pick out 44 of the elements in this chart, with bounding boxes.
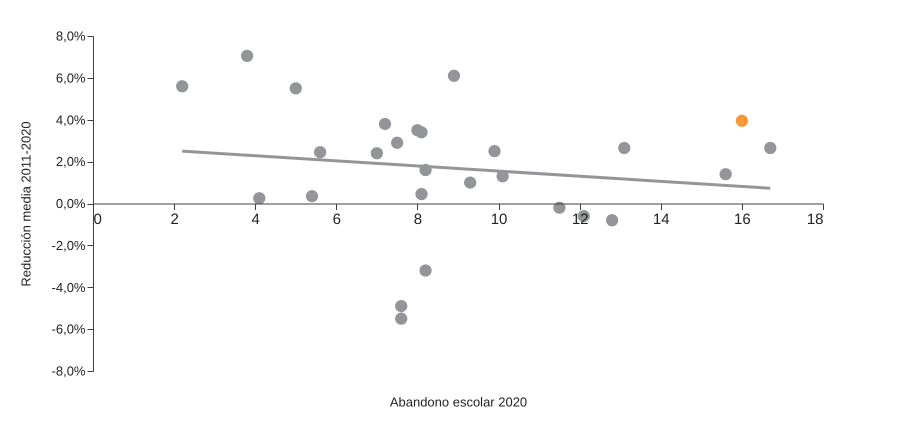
point — [419, 264, 432, 277]
x-tick-label: 14 — [652, 211, 670, 228]
y-tick-label: -8,0% — [52, 364, 86, 378]
x-tick-label: 12 — [572, 211, 589, 228]
point — [606, 214, 618, 226]
point — [391, 136, 404, 149]
point — [720, 168, 732, 180]
point — [306, 190, 318, 202]
y-tick-label: 8,0% — [56, 28, 86, 44]
y-tick-label: 0,0% — [56, 196, 86, 211]
y-tick-label: 2,0% — [56, 154, 86, 170]
y-tick-label: -6,0% — [52, 322, 86, 337]
x-tick-label: 6 — [332, 211, 342, 228]
x-tick-label: 10 — [490, 211, 508, 228]
x-tick-label: 0 — [94, 211, 102, 228]
x-tick-label: 8 — [414, 211, 422, 228]
point — [290, 82, 302, 94]
point — [176, 80, 188, 92]
point — [415, 126, 428, 138]
point — [415, 188, 428, 200]
y-tick-label: -2,0% — [52, 238, 86, 253]
y-tick-label: -4,0% — [52, 280, 86, 295]
point — [618, 142, 630, 154]
point — [314, 146, 326, 158]
x-tick-label: 4 — [252, 211, 260, 228]
point — [395, 300, 408, 312]
point — [764, 142, 776, 154]
point — [253, 192, 266, 204]
point — [448, 70, 460, 82]
point — [464, 176, 476, 189]
y-tick-label: 6,0% — [56, 70, 86, 86]
point — [378, 118, 392, 130]
point — [240, 50, 254, 62]
y-tick-label: 4,0% — [56, 112, 86, 128]
point — [395, 312, 408, 325]
x-tick-label: 16 — [734, 211, 751, 228]
x-axis-title: Abandono escolar 2020 — [390, 394, 528, 410]
y-axis-title: Reducción media 2011-2020 — [18, 121, 34, 287]
x-tick-label: 2 — [170, 211, 179, 228]
point — [370, 147, 384, 160]
x-tick-label: 18 — [806, 211, 824, 228]
point — [553, 202, 566, 214]
point — [488, 145, 501, 158]
point — [736, 114, 748, 127]
